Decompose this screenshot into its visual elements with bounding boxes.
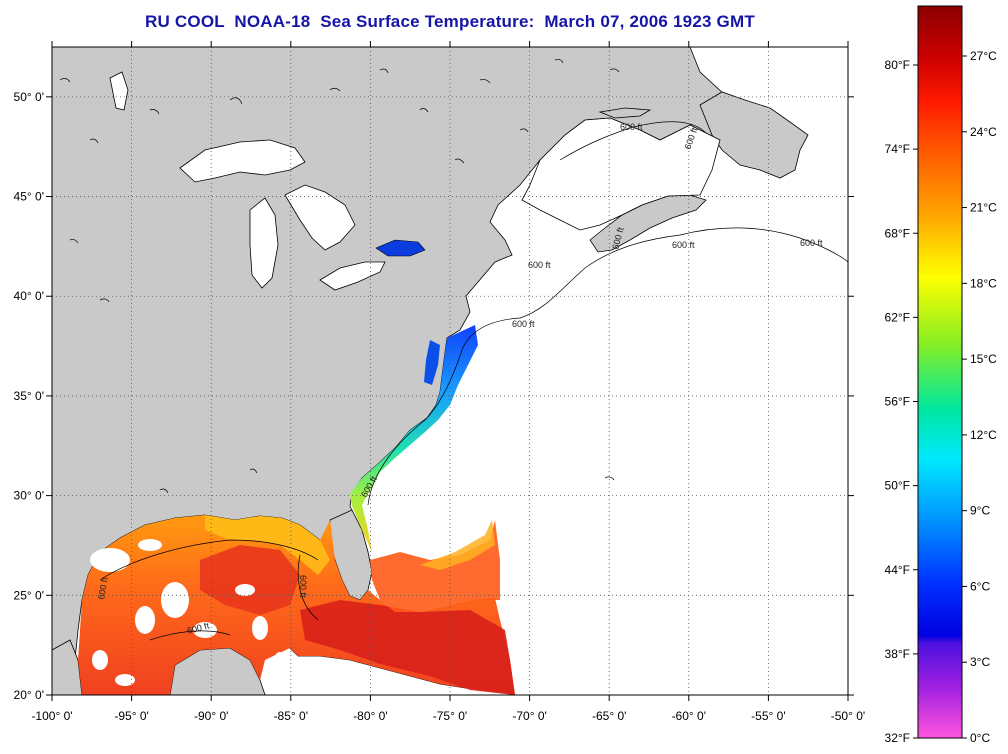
lake-michigan — [249, 197, 279, 289]
longitude-labels: -100° 0' -95° 0' -90° 0' -85° 0' -80° 0' -75°… — [31, 709, 865, 723]
cb-label-f: 44°F — [885, 563, 910, 577]
map-title: RU COOL NOAA-18 Sea Surface Temperature:… — [145, 12, 755, 31]
cb-label-f: 74°F — [885, 142, 910, 156]
lon-label: -100° 0' — [31, 709, 72, 723]
cb-label-c: 21°C — [970, 201, 997, 215]
lat-label: 40° 0' — [14, 289, 44, 303]
lon-label: -95° 0' — [114, 709, 148, 723]
lon-label: -85° 0' — [274, 709, 308, 723]
cb-label-c: 18°C — [970, 276, 997, 290]
svg-text:600 ft: 600 ft — [298, 575, 308, 598]
colorbar-celsius-labels: 27°C 24°C 21°C 18°C 15°C 12°C 9°C 6°C 3°C 0°C — [970, 49, 997, 745]
lon-label: -75° 0' — [433, 709, 467, 723]
cb-label-f: 32°F — [885, 731, 910, 745]
sst-atlantic-coastal — [350, 325, 478, 552]
cb-label-c: 6°C — [970, 579, 990, 593]
svg-text:600 ft: 600 ft — [96, 576, 110, 600]
latitude-labels: 20° 0' 25° 0' 30° 0' 35° 0' 40° 0' 45° 0' 50° … — [14, 90, 44, 702]
cb-label-f: 38°F — [885, 647, 910, 661]
sst-lake-ontario — [375, 239, 426, 257]
svg-text:600 ft: 600 ft — [672, 240, 695, 250]
lon-label: -80° 0' — [353, 709, 387, 723]
sst-loop-current — [300, 600, 515, 695]
inland-lakes — [59, 59, 620, 494]
sst-offshore-warm — [420, 520, 495, 570]
sst-gulf-warm-core — [200, 545, 300, 615]
cb-label-f: 50°F — [885, 479, 910, 493]
land-newfoundland — [699, 91, 809, 179]
lat-label: 50° 0' — [14, 90, 44, 104]
lon-label: -55° 0' — [751, 709, 785, 723]
svg-text:600 ft: 600 ft — [512, 319, 535, 329]
lon-label: -60° 0' — [672, 709, 706, 723]
cb-label-c: 3°C — [970, 655, 990, 669]
cb-label-c: 9°C — [970, 504, 990, 518]
axis-ticks — [46, 41, 854, 701]
lat-label: 25° 0' — [14, 588, 44, 602]
lon-label: -50° 0' — [831, 709, 865, 723]
cb-label-f: 68°F — [885, 226, 910, 240]
map-grid — [52, 47, 848, 695]
lake-erie — [319, 261, 386, 291]
lat-label: 45° 0' — [14, 190, 44, 204]
cloud-patches — [90, 539, 286, 686]
lat-label: 20° 0' — [14, 688, 44, 702]
cb-label-f: 62°F — [885, 310, 910, 324]
lake-winnipeg — [109, 71, 129, 111]
lon-label: -70° 0' — [512, 709, 546, 723]
temperature-colorbar — [917, 5, 963, 739]
lake-huron — [284, 184, 356, 251]
svg-text:600 ft: 600 ft — [620, 122, 643, 132]
sst-gulf-shelf — [205, 515, 330, 575]
svg-text:600 ft: 600 ft — [800, 238, 823, 248]
sst-chesapeake — [424, 340, 440, 385]
cb-label-c: 15°C — [970, 352, 997, 366]
cb-label-c: 12°C — [970, 428, 997, 442]
lon-label: -90° 0' — [194, 709, 228, 723]
cb-label-f: 80°F — [885, 58, 910, 72]
svg-text:600 ft: 600 ft — [528, 260, 551, 270]
lon-label: -65° 0' — [592, 709, 626, 723]
lat-label: 30° 0' — [14, 489, 44, 503]
land-anticosti — [598, 107, 652, 119]
lat-label: 35° 0' — [14, 389, 44, 403]
colorbar-ticks — [913, 55, 967, 739]
cb-label-c: 0°C — [970, 731, 990, 745]
cb-label-f: 56°F — [885, 395, 910, 409]
gulf-st-lawrence — [521, 117, 721, 231]
cb-label-c: 24°C — [970, 125, 997, 139]
cb-label-c: 27°C — [970, 49, 997, 63]
colorbar-fahrenheit-labels: 80°F 74°F 68°F 62°F 56°F 50°F 44°F 38°F 32°F — [885, 58, 910, 745]
